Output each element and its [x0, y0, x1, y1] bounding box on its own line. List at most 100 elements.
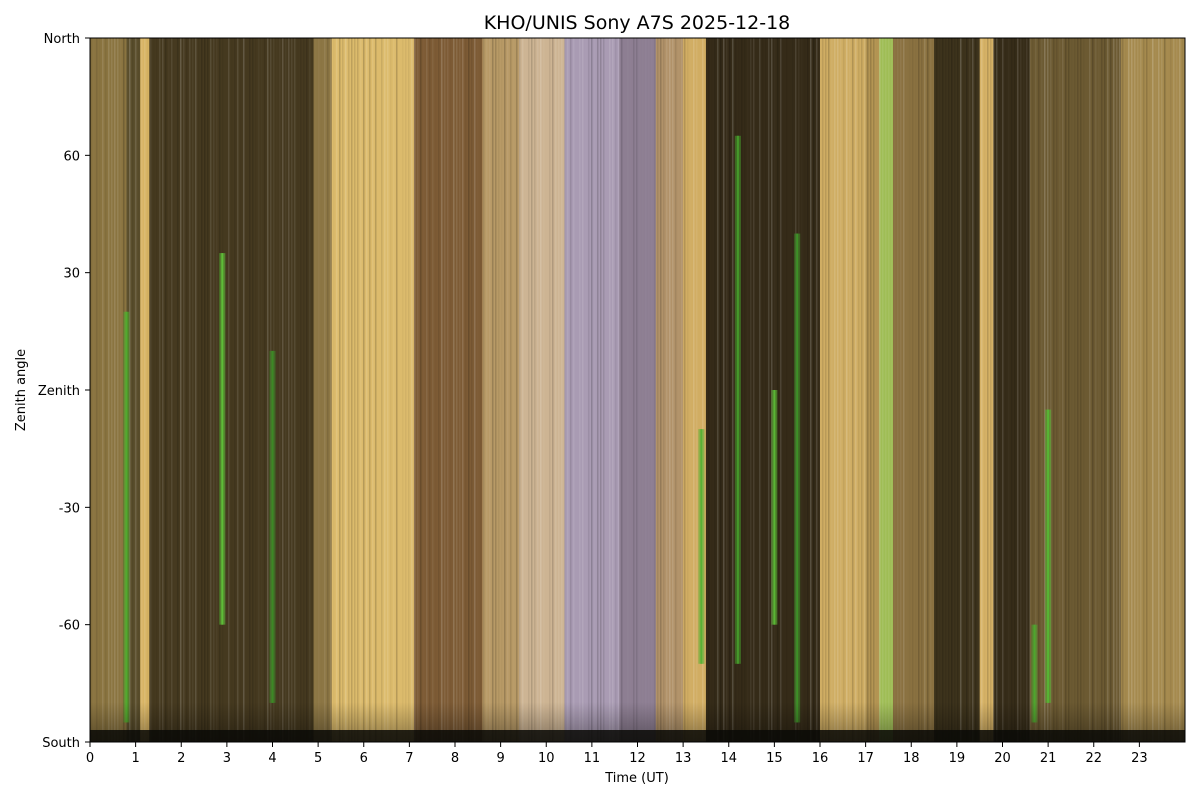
- striation: [660, 38, 662, 742]
- striation: [1026, 38, 1028, 742]
- striation: [645, 38, 647, 742]
- striation: [615, 38, 617, 742]
- striation: [240, 38, 242, 742]
- striation: [549, 38, 551, 742]
- striation: [384, 38, 386, 742]
- striation: [663, 38, 665, 742]
- striation: [480, 38, 482, 742]
- striation: [780, 38, 782, 742]
- striation: [375, 38, 377, 742]
- striation: [111, 38, 113, 742]
- striation: [1173, 38, 1175, 742]
- striation: [672, 38, 674, 742]
- striation: [1110, 38, 1112, 742]
- striation: [972, 38, 974, 742]
- striation: [843, 38, 845, 742]
- striation: [849, 38, 851, 742]
- striation: [399, 38, 401, 742]
- keogram-band-15: [865, 38, 880, 742]
- striation: [867, 38, 869, 742]
- striation: [825, 38, 827, 742]
- striation: [102, 38, 104, 742]
- striation: [93, 38, 95, 742]
- keogram-band-1: [126, 38, 141, 742]
- keogram-band-16: [879, 38, 894, 742]
- striation: [1086, 38, 1088, 742]
- striation: [555, 38, 557, 742]
- keogram-band-7: [482, 38, 520, 742]
- striation: [1089, 38, 1091, 742]
- striation: [588, 38, 590, 742]
- striation: [519, 38, 521, 742]
- striation: [1056, 38, 1058, 742]
- striation: [300, 38, 302, 742]
- striation: [933, 38, 935, 742]
- striation: [207, 38, 209, 742]
- striation: [654, 38, 656, 742]
- striation: [1161, 38, 1163, 742]
- striation: [1050, 38, 1052, 742]
- y-tick-label: South: [42, 736, 80, 751]
- striation: [570, 38, 572, 742]
- striation: [765, 38, 767, 742]
- striation: [246, 38, 248, 742]
- striation: [237, 38, 239, 742]
- x-tick-label: 3: [223, 751, 231, 766]
- striation: [1038, 38, 1040, 742]
- striation: [1041, 38, 1043, 742]
- striation: [378, 38, 380, 742]
- striation: [288, 38, 290, 742]
- striation: [675, 38, 677, 742]
- keogram-band-4: [313, 38, 333, 742]
- x-tick-label: 10: [538, 751, 555, 766]
- striation: [492, 38, 494, 742]
- striation: [144, 38, 146, 742]
- striation: [279, 38, 281, 742]
- striation: [873, 38, 875, 742]
- striation: [1149, 38, 1151, 742]
- striation: [366, 38, 368, 742]
- striation: [342, 38, 344, 742]
- striation: [168, 38, 170, 742]
- striation: [462, 38, 464, 742]
- striation: [561, 38, 563, 742]
- keogram-band-2: [140, 38, 150, 742]
- striation: [1167, 38, 1169, 742]
- striation: [132, 38, 134, 742]
- horizon-strip: [90, 730, 1185, 742]
- striation: [534, 38, 536, 742]
- striation: [567, 38, 569, 742]
- striation: [1158, 38, 1160, 742]
- striation: [189, 38, 191, 742]
- striation: [408, 38, 410, 742]
- striation: [429, 38, 431, 742]
- striation: [525, 38, 527, 742]
- striation: [927, 38, 929, 742]
- striation: [705, 38, 707, 742]
- x-tick-label: 9: [496, 751, 504, 766]
- striation: [813, 38, 815, 742]
- striation: [405, 38, 407, 742]
- keogram-band-20: [993, 38, 1031, 742]
- striation: [117, 38, 119, 742]
- striation: [1023, 38, 1025, 742]
- striation: [387, 38, 389, 742]
- striation: [732, 38, 734, 742]
- striation: [1053, 38, 1055, 742]
- striation: [1080, 38, 1082, 742]
- x-tick-label: 15: [766, 751, 783, 766]
- striation: [348, 38, 350, 742]
- striation: [297, 38, 299, 742]
- striation: [900, 38, 902, 742]
- striation: [327, 38, 329, 742]
- striation: [108, 38, 110, 742]
- aurora-streak-core-2: [271, 350, 274, 703]
- striation: [516, 38, 518, 742]
- striation: [276, 38, 278, 742]
- striation: [303, 38, 305, 742]
- striation: [630, 38, 632, 742]
- keogram-band-19: [979, 38, 994, 742]
- striation: [1002, 38, 1004, 742]
- striation: [1146, 38, 1148, 742]
- striation: [1035, 38, 1037, 742]
